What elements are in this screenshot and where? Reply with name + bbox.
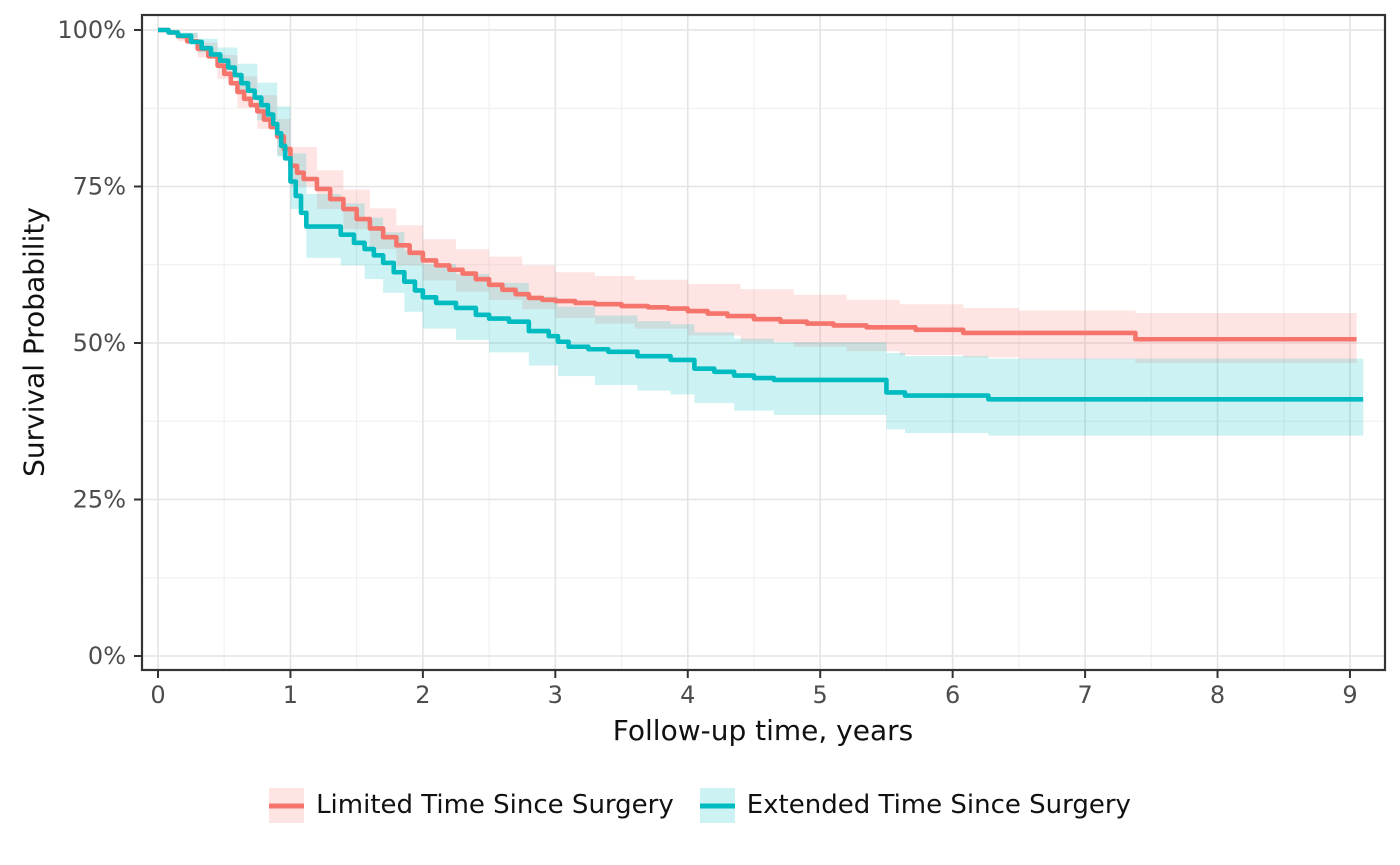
x-tick-label: 0 bbox=[150, 681, 165, 709]
x-tick-label: 4 bbox=[680, 681, 695, 709]
legend-key-limited-swatch bbox=[269, 788, 305, 823]
x-axis-title: Follow-up time, years bbox=[612, 714, 914, 747]
x-tick-label: 2 bbox=[415, 681, 430, 709]
legend-item-extended: Extended Time Since Surgery bbox=[699, 788, 1131, 823]
legend-key-limited-line-icon bbox=[269, 803, 305, 808]
legend-key-extended-swatch bbox=[699, 788, 735, 823]
legend-key-extended-line-icon bbox=[699, 803, 735, 808]
y-axis-title: Survival Probability bbox=[17, 207, 51, 477]
legend-label-limited: Limited Time Since Surgery bbox=[316, 790, 674, 820]
ci-band-limited bbox=[158, 30, 1357, 364]
y-tick-label: 50% bbox=[73, 329, 126, 357]
x-tick-label: 6 bbox=[945, 681, 960, 709]
legend: Limited Time Since Surgery Extended Time… bbox=[0, 788, 1400, 823]
x-tick-label: 1 bbox=[283, 681, 298, 709]
x-tick-label: 9 bbox=[1342, 681, 1357, 709]
x-tick-label: 5 bbox=[813, 681, 828, 709]
y-tick-label: 100% bbox=[57, 16, 126, 44]
legend-label-extended: Extended Time Since Surgery bbox=[746, 790, 1131, 820]
y-tick-label: 75% bbox=[73, 173, 126, 201]
survival-curve-limited bbox=[158, 27, 1357, 342]
survival-curve-extended bbox=[158, 27, 1364, 402]
x-tick-label: 7 bbox=[1077, 681, 1092, 709]
ci-band-extended bbox=[158, 30, 1364, 436]
legend-item-limited: Limited Time Since Surgery bbox=[269, 788, 674, 823]
y-tick-label: 25% bbox=[73, 486, 126, 514]
y-tick-label: 0% bbox=[88, 642, 126, 670]
x-tick-label: 8 bbox=[1210, 681, 1225, 709]
x-tick-label: 3 bbox=[548, 681, 563, 709]
